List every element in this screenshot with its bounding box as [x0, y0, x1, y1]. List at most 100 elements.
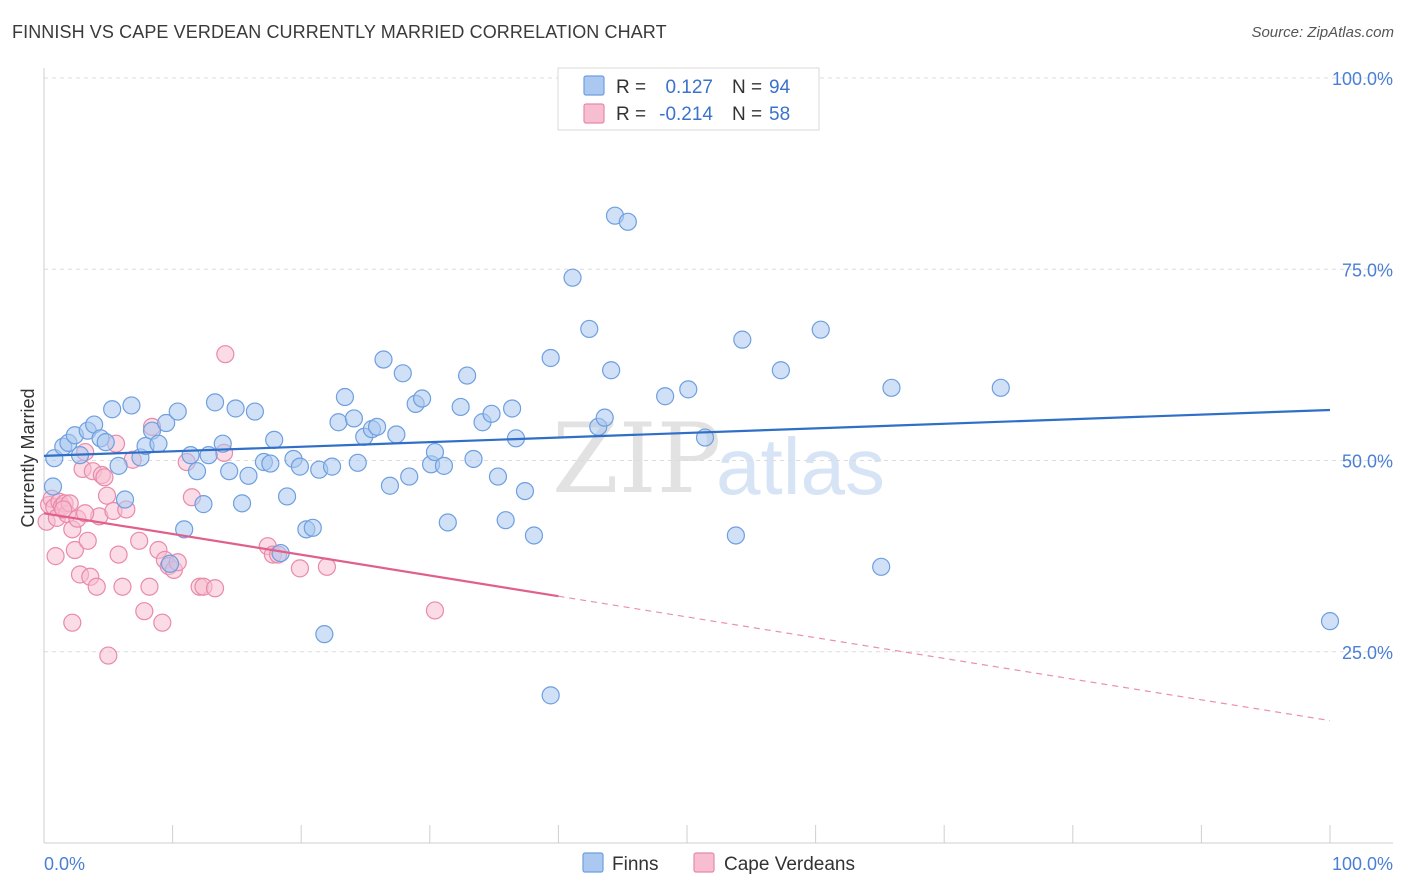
finns-point [393, 364, 412, 383]
finns-point [374, 350, 393, 369]
cape-verdean-point [78, 531, 97, 550]
finns-point [580, 319, 599, 339]
finns-point [232, 494, 252, 513]
finns-point [303, 518, 322, 537]
cape-verdean-point [153, 613, 172, 632]
finns-point [400, 467, 419, 486]
trend-lines [43, 408, 1331, 722]
finns-point [541, 686, 560, 705]
finns-point [187, 462, 207, 481]
cape-verdean-point [135, 602, 154, 621]
chart-title: FINNISH VS CAPE VERDEAN CURRENTLY MARRIE… [12, 22, 667, 42]
cape-verdean-point [216, 345, 235, 364]
finns-point [515, 482, 535, 501]
cape-verdean-point [46, 547, 65, 566]
finns-points [43, 206, 1340, 705]
finns-point [541, 348, 560, 368]
watermark-zip: ZIP [552, 403, 721, 515]
legend-finns-r-label: R = [616, 77, 646, 98]
cape-verdean-point [63, 613, 82, 632]
finns-point [149, 434, 168, 453]
cape-verdean-point [140, 577, 159, 596]
cape-verdean-point [54, 500, 73, 519]
finns-point [656, 387, 675, 406]
finns-point [205, 393, 225, 412]
finns-point [811, 320, 830, 339]
finns-point [524, 526, 544, 545]
finns-point [175, 520, 194, 539]
finns-point [43, 477, 63, 496]
finns-point [335, 387, 355, 407]
cape-verdean-point [99, 646, 118, 665]
y-tick-label-100: 100.0% [1332, 69, 1393, 89]
x-tick-labels: 0.0% 100.0% [44, 854, 1393, 874]
finns-point [457, 366, 477, 385]
finns-point [122, 396, 141, 415]
cape-verdean-point [425, 601, 445, 620]
finns-point [261, 454, 280, 473]
y-tick-labels: 25.0% 50.0% 75.0% 100.0% [1332, 69, 1393, 663]
finns-point [425, 442, 445, 462]
finns-point [194, 495, 213, 514]
finns-point [329, 413, 348, 432]
finns-point [464, 449, 483, 469]
cape-verdean-point [97, 486, 117, 505]
finns-point [213, 434, 232, 453]
finns-point [344, 409, 364, 428]
watermark-atlas: atlas [716, 422, 885, 511]
finns-point [245, 402, 265, 421]
finns-point [412, 389, 432, 408]
legend-cape-r-value: -0.214 [659, 104, 713, 125]
finns-point [496, 511, 515, 530]
finns-point [991, 378, 1010, 397]
legend-cape-r-label: R = [616, 104, 646, 125]
top-legend: R = 0.127 N = 94 R = -0.214 N = 58 [557, 67, 820, 131]
finns-point [96, 433, 115, 452]
finns-point [434, 456, 454, 475]
finns-point [595, 408, 614, 427]
finns-point [563, 268, 582, 287]
finns-point [226, 399, 245, 418]
finns-point [265, 430, 284, 449]
finns-point [380, 476, 400, 495]
finns-point [168, 402, 187, 421]
source-label: Source: ZipAtlas.com [1251, 24, 1394, 41]
grid-lines [44, 77, 1393, 653]
finns-point [488, 467, 508, 486]
legend-cape-n-label: N = [732, 104, 762, 125]
cape-verdean-point [113, 577, 132, 596]
finns-point [882, 378, 901, 397]
legend-finns-r-value: 0.127 [665, 77, 713, 98]
y-tick-label-50: 50.0% [1342, 452, 1393, 472]
finns-point [315, 625, 334, 644]
cape-verdean-point [76, 504, 95, 523]
legend-finns-swatch [583, 75, 605, 96]
bottom-legend-finns-label: Finns [612, 854, 658, 875]
finns-point [239, 466, 258, 485]
bottom-legend-finns-swatch [582, 852, 604, 873]
finns-trend-line [43, 408, 1331, 458]
finns-point [115, 490, 135, 509]
finns-point [220, 462, 239, 481]
finns-point [733, 330, 752, 349]
finns-point [181, 446, 200, 465]
legend-finns-n-value: 94 [769, 77, 791, 98]
finns-point [618, 212, 637, 231]
cape-verdean-point [205, 579, 225, 598]
cape-verdean-point [130, 531, 149, 550]
finns-point [438, 513, 457, 532]
x-tick-label-min: 0.0% [44, 854, 85, 874]
cape-verdean-point [87, 577, 106, 596]
y-tick-label-75: 75.0% [1342, 260, 1393, 280]
finns-point [503, 399, 522, 418]
finns-point [451, 397, 470, 417]
cape-verdean-point [95, 468, 114, 487]
finns-point [726, 526, 745, 545]
finns-point [277, 487, 297, 506]
finns-point [290, 457, 310, 476]
finns-point [1320, 612, 1340, 631]
finns-point [103, 400, 122, 419]
bottom-legend-cape-swatch [693, 852, 715, 873]
finns-point [387, 425, 406, 444]
finns-point [367, 417, 387, 436]
